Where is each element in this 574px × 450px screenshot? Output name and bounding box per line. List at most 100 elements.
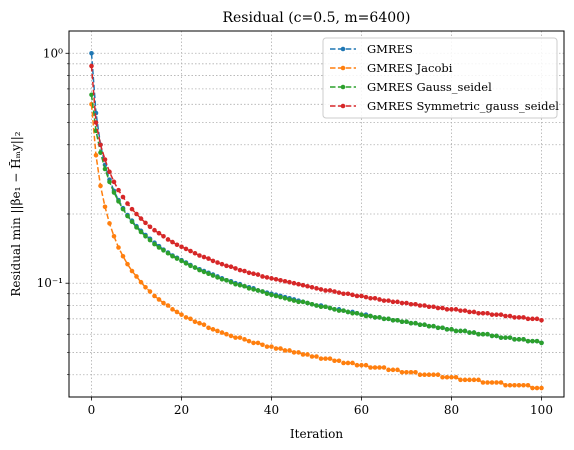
data-point: [309, 301, 315, 307]
data-point: [165, 250, 171, 256]
data-point: [516, 382, 522, 388]
data-point: [341, 308, 346, 313]
data-point: [147, 237, 153, 243]
data-point: [413, 369, 418, 375]
data-point: [134, 274, 139, 279]
data-point: [444, 374, 450, 380]
data-point: [300, 299, 306, 305]
data-point: [489, 312, 495, 317]
data-point: [431, 372, 436, 378]
data-point: [471, 377, 477, 383]
data-point: [224, 331, 229, 337]
data-point: [431, 304, 436, 310]
data-point: [125, 201, 130, 206]
legend-label: GMRES Gauss_seidel: [367, 80, 492, 94]
data-point: [381, 298, 387, 303]
data-point: [336, 308, 342, 313]
data-point: [368, 295, 373, 301]
data-point: [278, 294, 283, 300]
data-point: [345, 309, 351, 315]
data-point: [327, 356, 333, 361]
data-point: [539, 385, 544, 391]
data-point: [354, 310, 360, 316]
data-point: [246, 270, 252, 276]
legend-label: GMRES: [367, 42, 413, 56]
data-point: [363, 362, 369, 368]
data-point: [534, 338, 540, 344]
data-point: [296, 299, 301, 305]
data-point: [341, 360, 346, 366]
data-point: [107, 169, 112, 175]
data-point: [269, 344, 274, 349]
legend-item: GMRES: [330, 42, 413, 56]
data-point: [363, 294, 369, 300]
data-point: [134, 225, 139, 230]
data-point: [215, 328, 220, 334]
data-point: [309, 354, 315, 359]
data-point: [170, 307, 175, 312]
data-point: [359, 312, 364, 317]
data-point: [237, 282, 243, 288]
data-point: [372, 295, 378, 301]
data-point: [282, 348, 288, 353]
x-tick-label: 100: [530, 403, 553, 417]
data-point: [273, 277, 279, 282]
legend-swatch-marker: [340, 103, 346, 109]
data-point: [201, 269, 207, 275]
data-point: [201, 322, 207, 328]
data-point: [111, 190, 117, 195]
data-point: [296, 350, 301, 355]
data-point: [161, 233, 166, 239]
series-1: [89, 101, 544, 391]
data-point: [89, 50, 94, 56]
data-point: [462, 328, 468, 334]
data-point: [174, 309, 180, 315]
data-point: [521, 337, 526, 342]
data-point: [102, 157, 108, 162]
data-point: [476, 377, 481, 383]
data-point: [210, 327, 216, 332]
data-point: [300, 282, 306, 288]
data-point: [314, 286, 319, 291]
data-point: [404, 319, 409, 325]
data-point: [350, 310, 355, 316]
y-tick-label: 10⁰: [43, 46, 63, 60]
data-point: [192, 265, 198, 270]
data-point: [233, 335, 238, 340]
data-point: [498, 312, 504, 317]
data-point: [372, 365, 378, 370]
data-point: [485, 310, 490, 316]
data-point: [363, 313, 369, 319]
data-point: [273, 346, 279, 351]
data-point: [269, 276, 274, 281]
data-point: [264, 344, 270, 349]
legend-box: [322, 37, 558, 119]
data-point: [413, 301, 418, 307]
data-point: [498, 380, 504, 385]
data-point: [507, 335, 513, 340]
data-point: [530, 338, 535, 344]
data-point: [224, 277, 229, 283]
legend-label: GMRES Symmetric_gauss_seidel: [367, 99, 559, 113]
data-point: [426, 323, 432, 329]
data-point: [206, 256, 211, 261]
data-point: [521, 315, 526, 320]
data-point: [143, 284, 148, 290]
data-point: [314, 354, 319, 359]
data-point: [530, 385, 535, 391]
data-point: [444, 307, 450, 312]
data-point: [201, 254, 207, 260]
data-point: [147, 289, 153, 294]
data-point: [129, 268, 135, 274]
data-point: [377, 297, 382, 302]
data-point: [354, 293, 360, 299]
y-tick-label: 10⁻¹: [37, 276, 63, 290]
data-point: [449, 307, 454, 312]
data-point: [224, 263, 229, 269]
data-point: [102, 204, 108, 210]
data-point: [287, 297, 292, 302]
data-point: [408, 369, 414, 375]
data-point: [525, 338, 531, 344]
data-point: [93, 153, 99, 158]
data-point: [170, 253, 175, 259]
